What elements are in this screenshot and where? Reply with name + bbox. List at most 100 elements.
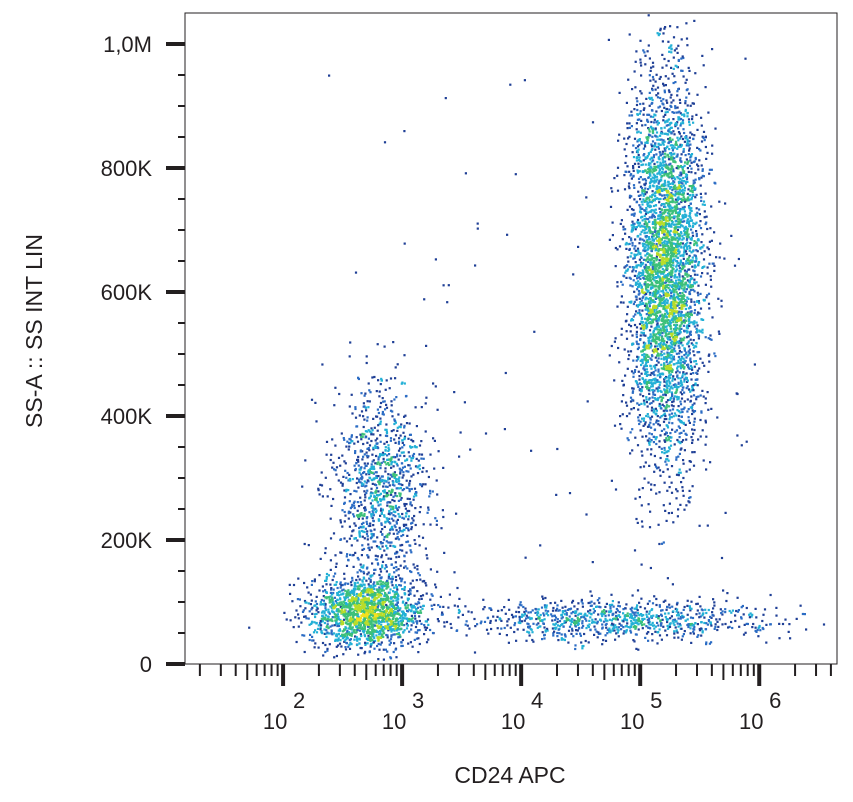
scatter-event <box>303 542 306 546</box>
scatter-event <box>409 433 412 436</box>
scatter-event <box>353 613 356 616</box>
scatter-event <box>691 265 694 268</box>
scatter-event <box>653 393 657 396</box>
scatter-event <box>330 588 333 591</box>
scatter-event <box>654 224 657 227</box>
scatter-event <box>413 566 416 569</box>
scatter-event <box>325 635 328 638</box>
scatter-event <box>385 607 389 610</box>
scatter-event <box>410 475 413 478</box>
scatter-event <box>633 222 636 225</box>
scatter-event <box>348 619 351 622</box>
scatter-event <box>670 343 673 346</box>
scatter-event <box>663 452 666 455</box>
scatter-event <box>342 437 345 440</box>
scatter-event <box>321 614 324 617</box>
scatter-event <box>375 499 378 502</box>
scatter-event <box>388 626 392 629</box>
scatter-event <box>670 321 673 324</box>
scatter-event <box>661 150 664 153</box>
scatter-event <box>381 626 384 629</box>
scatter-event <box>691 485 694 488</box>
scatter-event <box>409 570 412 573</box>
scatter-event <box>681 262 685 265</box>
scatter-event <box>370 602 373 605</box>
scatter-event <box>631 428 634 431</box>
scatter-event <box>370 624 373 627</box>
scatter-event <box>663 378 666 381</box>
scatter-event <box>724 511 727 514</box>
scatter-event <box>638 258 641 261</box>
scatter-event <box>337 632 340 635</box>
scatter-event <box>314 629 317 632</box>
scatter-event <box>418 535 421 538</box>
scatter-event <box>396 612 399 615</box>
scatter-event <box>393 418 396 421</box>
scatter-event <box>672 147 675 150</box>
scatter-event <box>392 475 395 478</box>
scatter-event <box>375 613 378 616</box>
scatter-event <box>398 624 401 627</box>
scatter-event <box>657 368 660 371</box>
scatter-event <box>640 363 643 367</box>
scatter-event <box>363 499 366 502</box>
scatter-event <box>365 454 369 457</box>
scatter-event <box>677 440 680 443</box>
scatter-event <box>398 506 401 509</box>
scatter-event <box>392 510 395 513</box>
scatter-event <box>645 396 648 399</box>
scatter-event <box>300 621 303 624</box>
scatter-event <box>656 135 659 138</box>
scatter-event <box>364 650 367 653</box>
scatter-event <box>391 584 394 587</box>
scatter-event <box>660 297 663 300</box>
scatter-event <box>382 635 385 639</box>
scatter-event <box>697 165 700 168</box>
scatter-event <box>387 476 390 479</box>
scatter-event <box>406 617 409 621</box>
scatter-event <box>339 598 342 601</box>
scatter-event <box>341 484 344 487</box>
scatter-event <box>647 440 651 443</box>
scatter-event <box>373 494 376 497</box>
scatter-event <box>423 579 426 583</box>
scatter-event <box>370 515 373 518</box>
scatter-event <box>647 503 650 506</box>
scatter-event <box>315 420 318 423</box>
scatter-event <box>665 375 668 379</box>
scatter-event <box>403 528 406 532</box>
scatter-event <box>628 33 631 36</box>
scatter-event <box>367 597 370 600</box>
scatter-event <box>401 577 404 580</box>
scatter-event <box>337 456 341 459</box>
scatter-event <box>333 656 336 659</box>
scatter-event <box>358 471 361 474</box>
scatter-event <box>305 601 308 604</box>
scatter-event <box>689 278 692 281</box>
scatter-event <box>456 586 459 590</box>
scatter-event <box>647 246 650 249</box>
scatter-event <box>677 317 680 320</box>
scatter-event <box>358 513 361 516</box>
scatter-event <box>352 615 355 618</box>
scatter-event <box>362 455 365 458</box>
scatter-event <box>645 401 648 404</box>
scatter-event <box>669 162 672 165</box>
scatter-event <box>359 595 362 598</box>
scatter-event <box>331 578 334 582</box>
scatter-event <box>671 307 674 310</box>
scatter-event <box>413 487 417 490</box>
scatter-event <box>646 290 649 294</box>
scatter-event <box>395 477 398 481</box>
scatter-event <box>376 582 379 585</box>
scatter-event <box>654 301 657 304</box>
scatter-event <box>350 534 353 537</box>
scatter-event <box>339 586 342 589</box>
scatter-event <box>427 638 430 641</box>
scatter-event <box>693 451 696 454</box>
scatter-event <box>399 548 402 552</box>
scatter-event <box>346 590 349 593</box>
scatter-event <box>651 389 654 392</box>
scatter-event <box>661 280 664 283</box>
scatter-event <box>435 523 438 526</box>
